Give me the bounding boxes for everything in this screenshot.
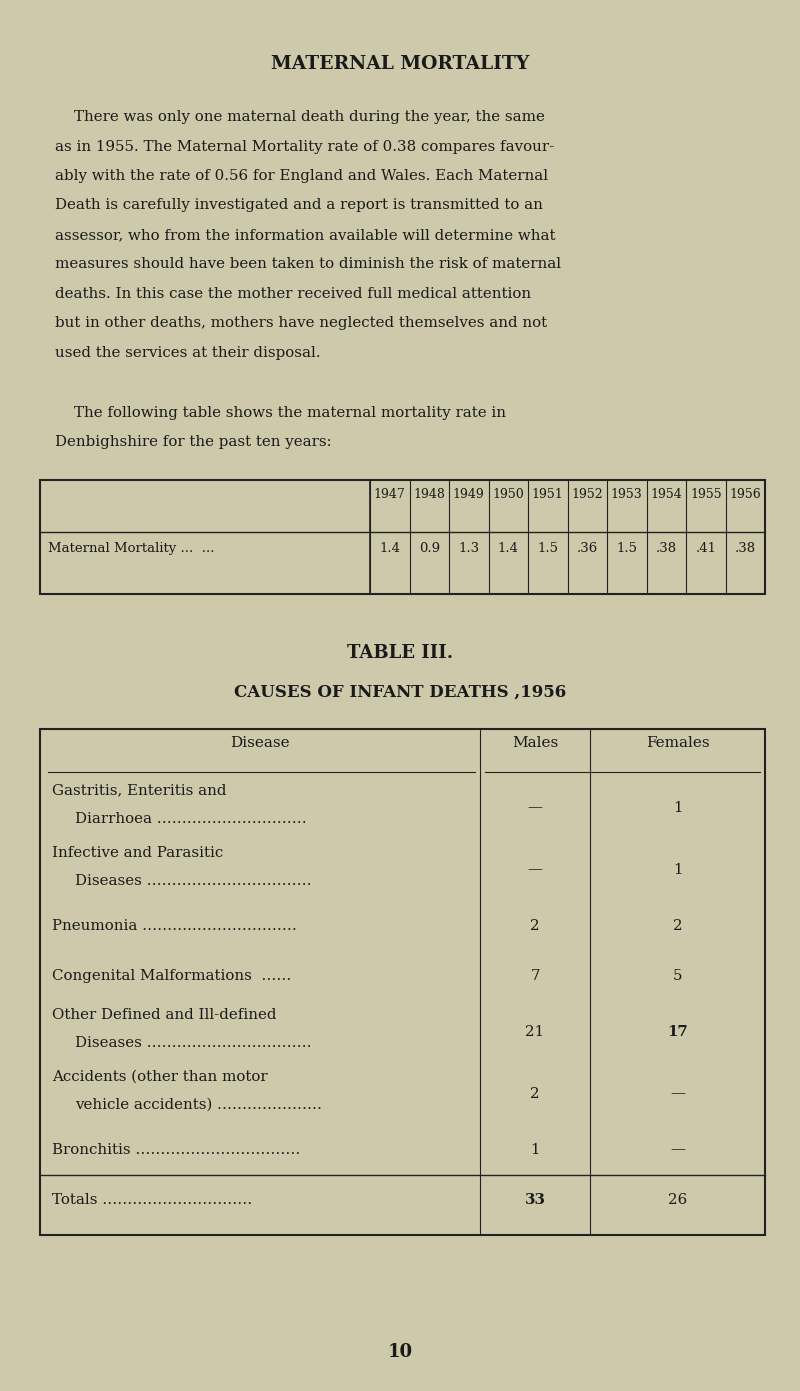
Text: as in 1955. The Maternal Mortality rate of 0.38 compares favour-: as in 1955. The Maternal Mortality rate … <box>55 139 554 153</box>
Text: 7: 7 <box>530 968 540 982</box>
Text: Gastritis, Enteritis and: Gastritis, Enteritis and <box>52 783 226 797</box>
Text: Pneumonia ……….…………………: Pneumonia ……….………………… <box>52 918 297 932</box>
Text: Accidents (other than motor: Accidents (other than motor <box>52 1070 268 1084</box>
Text: 0.9: 0.9 <box>418 541 440 555</box>
Text: 1.5: 1.5 <box>616 541 638 555</box>
Text: 10: 10 <box>387 1342 413 1360</box>
Text: 1: 1 <box>530 1142 540 1156</box>
Text: Males: Males <box>512 736 558 750</box>
Text: Other Defined and Ill-defined: Other Defined and Ill-defined <box>52 1007 277 1021</box>
Text: Maternal Mortality ...  ...: Maternal Mortality ... ... <box>48 541 214 555</box>
Text: CAUSES OF INFANT DEATHS ,1956: CAUSES OF INFANT DEATHS ,1956 <box>234 683 566 701</box>
Text: Diarrhoea …………………………: Diarrhoea ………………………… <box>75 811 306 825</box>
Text: MATERNAL MORTALITY: MATERNAL MORTALITY <box>271 56 529 72</box>
Text: 1950: 1950 <box>492 487 524 501</box>
Text: —: — <box>670 1142 685 1156</box>
Text: vehicle accidents) …………………: vehicle accidents) ………………… <box>75 1097 322 1111</box>
Text: There was only one maternal death during the year, the same: There was only one maternal death during… <box>55 110 545 124</box>
Text: 1.5: 1.5 <box>538 541 558 555</box>
Text: but in other deaths, mothers have neglected themselves and not: but in other deaths, mothers have neglec… <box>55 317 547 331</box>
Text: 33: 33 <box>525 1192 546 1206</box>
Text: 1954: 1954 <box>650 487 682 501</box>
Text: Congenital Malformations  ……: Congenital Malformations …… <box>52 968 291 982</box>
Text: 1951: 1951 <box>532 487 564 501</box>
Text: 1955: 1955 <box>690 487 722 501</box>
Text: 1949: 1949 <box>453 487 485 501</box>
Text: Death is carefully investigated and a report is transmitted to an: Death is carefully investigated and a re… <box>55 199 543 213</box>
Text: 1.3: 1.3 <box>458 541 479 555</box>
Text: 2: 2 <box>530 1086 540 1100</box>
Bar <box>40 729 765 1234</box>
Text: 21: 21 <box>526 1025 545 1039</box>
Text: —: — <box>527 800 542 815</box>
Text: Totals …………………………: Totals ………………………… <box>52 1192 252 1206</box>
Text: TABLE III.: TABLE III. <box>347 644 453 662</box>
Text: 1.4: 1.4 <box>379 541 400 555</box>
Text: 5: 5 <box>673 968 682 982</box>
Text: Denbighshire for the past ten years:: Denbighshire for the past ten years: <box>55 435 332 449</box>
Text: 17: 17 <box>667 1025 688 1039</box>
Text: 1: 1 <box>673 862 682 876</box>
Text: 1.4: 1.4 <box>498 541 518 555</box>
Text: 1947: 1947 <box>374 487 406 501</box>
Text: .41: .41 <box>695 541 716 555</box>
Text: used the services at their disposal.: used the services at their disposal. <box>55 346 321 360</box>
Bar <box>40 480 765 594</box>
Text: deaths. In this case the mother received full medical attention: deaths. In this case the mother received… <box>55 287 531 300</box>
Text: Disease: Disease <box>230 736 290 750</box>
Text: Diseases ……………………………: Diseases …………………………… <box>75 1035 312 1049</box>
Text: Infective and Parasitic: Infective and Parasitic <box>52 846 223 860</box>
Text: 2: 2 <box>530 918 540 932</box>
Text: Females: Females <box>646 736 710 750</box>
Text: assessor, who from the information available will determine what: assessor, who from the information avail… <box>55 228 555 242</box>
Text: —: — <box>527 862 542 876</box>
Text: The following table shows the maternal mortality rate in: The following table shows the maternal m… <box>55 406 506 420</box>
Text: 1956: 1956 <box>730 487 761 501</box>
Text: .38: .38 <box>656 541 677 555</box>
Text: .38: .38 <box>734 541 756 555</box>
Text: 2: 2 <box>673 918 682 932</box>
Text: 1: 1 <box>673 800 682 815</box>
Text: Bronchitis ……………………………: Bronchitis …………………………… <box>52 1142 300 1156</box>
Text: —: — <box>670 1086 685 1100</box>
Text: 1953: 1953 <box>611 487 642 501</box>
Text: 1948: 1948 <box>414 487 445 501</box>
Text: .36: .36 <box>577 541 598 555</box>
Text: measures should have been taken to diminish the risk of maternal: measures should have been taken to dimin… <box>55 257 561 271</box>
Text: ably with the rate of 0.56 for England and Wales. Each Maternal: ably with the rate of 0.56 for England a… <box>55 168 548 184</box>
Text: 26: 26 <box>668 1192 687 1206</box>
Text: Diseases ……………………………: Diseases …………………………… <box>75 874 312 887</box>
Text: 1952: 1952 <box>571 487 603 501</box>
